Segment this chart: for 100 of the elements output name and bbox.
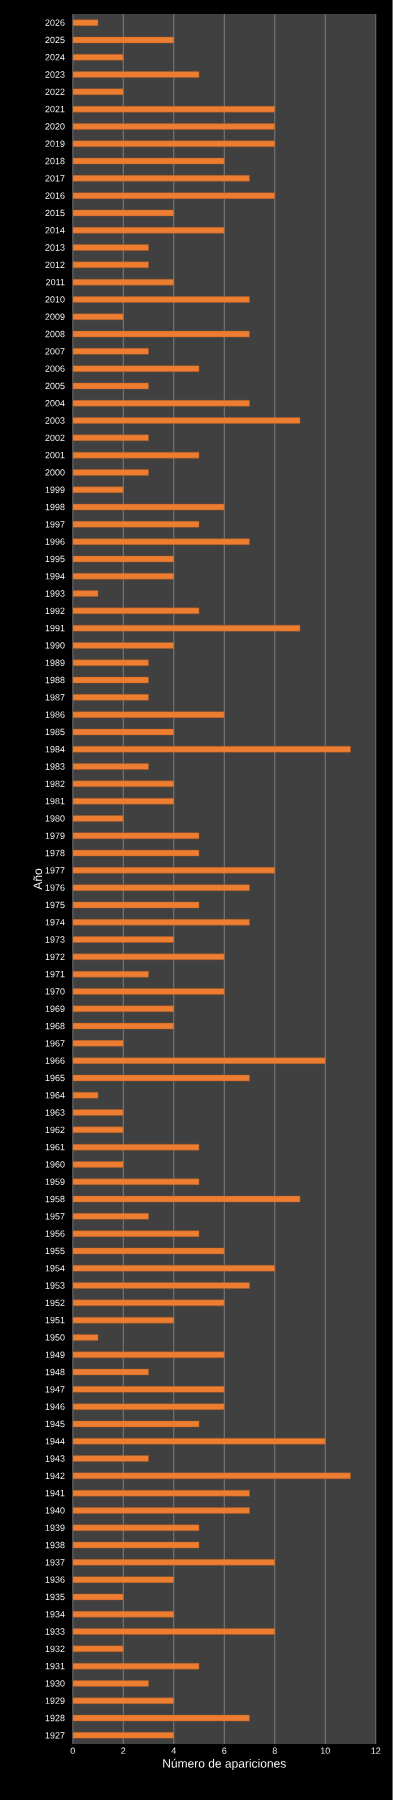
y-tick-label: 1990 <box>45 642 65 649</box>
y-tick-label: 2006 <box>45 365 65 372</box>
y-tick-label: 1956 <box>45 1230 65 1237</box>
y-tick-label: 2000 <box>45 469 65 476</box>
y-tick-label: 1942 <box>45 1472 65 1480</box>
y-tick-label: 1962 <box>45 1126 65 1134</box>
y-tick-label: 1931 <box>45 1662 65 1670</box>
y-tick-label: 1946 <box>45 1403 65 1410</box>
y-tick-label: 1936 <box>45 1576 65 1583</box>
y-tick-label: 1989 <box>45 659 65 666</box>
y-tick-label: 1950 <box>45 1334 65 1341</box>
y-tick-label: 2002 <box>45 434 65 442</box>
y-tick-label: 1938 <box>45 1541 65 1549</box>
y-tick-label: 1978 <box>45 849 65 857</box>
y-tick-label: 2005 <box>45 382 65 390</box>
y-tick-label: 1995 <box>45 555 65 563</box>
x-tick-label: 10 <box>321 1747 331 1754</box>
y-tick-label: 1969 <box>45 1005 65 1012</box>
y-tick-label: 1988 <box>45 676 65 684</box>
y-tick-label: 2007 <box>45 348 65 355</box>
y-tick-label: 2019 <box>45 140 65 147</box>
y-tick-label: 2014 <box>45 227 65 234</box>
y-axis-title: Año <box>33 868 43 890</box>
y-tick-label: 2023 <box>45 71 65 78</box>
y-tick-label: 1983 <box>45 763 65 770</box>
y-tick-label: 1974 <box>45 919 65 926</box>
y-tick-label: 1955 <box>45 1247 65 1255</box>
y-tick-label: 1991 <box>45 624 65 632</box>
x-axis-title: Número de apariciones <box>163 1758 286 1771</box>
x-tick-label: 6 <box>222 1747 227 1754</box>
x-tick-label: 8 <box>272 1747 277 1754</box>
y-tick-label: 2013 <box>45 244 65 251</box>
y-tick-label: 2008 <box>45 330 65 338</box>
y-tick-label: 2022 <box>45 88 65 96</box>
y-tick-label: 1953 <box>45 1282 65 1289</box>
y-tick-label: 1958 <box>45 1195 65 1203</box>
y-tick-label: 1952 <box>45 1299 65 1307</box>
y-tick-label: 1939 <box>45 1524 65 1531</box>
x-tick-label: 12 <box>371 1747 381 1754</box>
y-tick-label: 1934 <box>45 1611 65 1618</box>
y-tick-label: 1963 <box>45 1109 65 1116</box>
y-tick-label: 2026 <box>45 19 65 26</box>
y-tick-label: 1976 <box>45 884 65 891</box>
y-tick-label: 2016 <box>45 192 65 199</box>
y-tick-label: 1965 <box>45 1074 65 1082</box>
y-tick-label: 1937 <box>45 1559 65 1566</box>
y-tick-label: 1933 <box>45 1628 65 1635</box>
y-tick-label: 1928 <box>45 1714 65 1722</box>
y-tick-label: 1945 <box>45 1420 65 1428</box>
y-tick-label: 2015 <box>45 209 65 217</box>
x-tick-label: 0 <box>70 1747 76 1754</box>
y-tick-label: 1985 <box>45 728 65 736</box>
x-tick-label: 2 <box>121 1747 126 1754</box>
y-tick-label: 1943 <box>45 1455 65 1462</box>
y-tick-label: 1940 <box>45 1507 65 1514</box>
y-tick-label: 2020 <box>45 123 65 130</box>
y-tick-label: 1984 <box>45 746 65 753</box>
y-tick-label: 2018 <box>45 157 65 165</box>
y-tick-label: 1979 <box>45 832 65 839</box>
y-tick-label: 2011 <box>46 278 65 286</box>
y-tick-label: 2003 <box>45 417 65 424</box>
y-tick-label: 1977 <box>45 867 65 874</box>
y-tick-label: 1930 <box>45 1680 65 1687</box>
y-tick-label: 1982 <box>45 780 65 788</box>
y-tick-label: 1973 <box>45 936 65 943</box>
y-tick-label: 2010 <box>45 296 65 303</box>
y-tick-label: 1935 <box>45 1593 65 1601</box>
y-tick-label: 2012 <box>45 261 65 269</box>
y-tick-label: 2004 <box>45 400 65 407</box>
y-tick-label: 1966 <box>45 1057 65 1064</box>
y-tick-label: 1975 <box>45 901 65 909</box>
y-tick-label: 1954 <box>45 1265 65 1272</box>
y-tick-label: 1987 <box>45 694 65 701</box>
y-tick-label: 2024 <box>45 54 65 61</box>
y-tick-label: 1944 <box>45 1438 65 1445</box>
y-tick-label: 1994 <box>45 573 65 580</box>
y-tick-label: 1964 <box>45 1092 65 1099</box>
x-tick-label: 4 <box>171 1747 177 1754</box>
y-tick-label: 2009 <box>45 313 65 320</box>
y-tick-label: 1986 <box>45 711 65 718</box>
y-tick-label: 2021 <box>45 105 65 113</box>
y-tick-label: 1949 <box>45 1351 65 1358</box>
y-tick-label: 1932 <box>45 1645 65 1653</box>
y-tick-label: 1961 <box>45 1143 65 1151</box>
y-tick-label: 1997 <box>45 521 65 528</box>
y-tick-label: 2017 <box>45 175 65 182</box>
y-tick-label: 1972 <box>45 953 65 961</box>
y-tick-label: 2025 <box>45 36 65 44</box>
y-tick-label: 1996 <box>45 538 65 545</box>
y-tick-label: 1992 <box>45 607 65 615</box>
y-tick-label: 1957 <box>45 1213 65 1220</box>
y-tick-label: 1959 <box>45 1178 65 1185</box>
y-tick-label: 1970 <box>45 988 65 995</box>
y-tick-label: 1980 <box>45 815 65 822</box>
y-tick-label: 1929 <box>45 1697 65 1704</box>
y-tick-label: 1999 <box>45 486 65 493</box>
y-tick-label: 1971 <box>45 970 65 978</box>
y-tick-label: 1960 <box>45 1161 65 1168</box>
y-tick-label: 1993 <box>45 590 65 597</box>
y-tick-label: 1941 <box>45 1489 65 1497</box>
